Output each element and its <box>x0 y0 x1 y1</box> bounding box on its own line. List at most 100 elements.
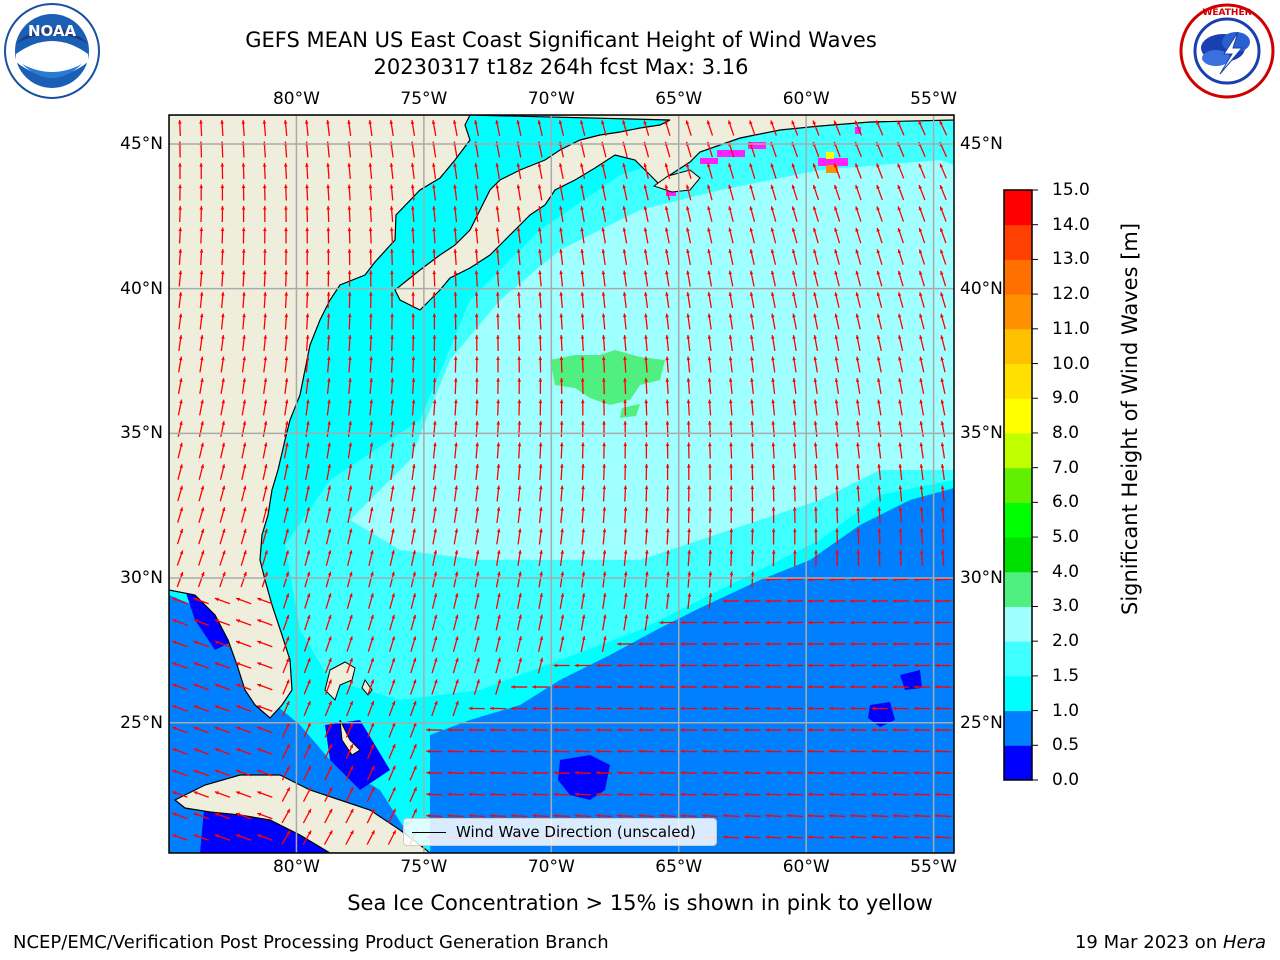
wave-arrow-head <box>623 464 628 468</box>
wave-arrow-head <box>538 421 543 425</box>
wave-arrow-head <box>495 292 500 296</box>
wave-arrow-head <box>834 356 839 361</box>
wave-arrow-head <box>765 792 770 797</box>
wave-arrow-head <box>236 619 241 623</box>
lon-label-top: 70°W <box>527 89 575 109</box>
wave-arrow-head <box>236 640 241 645</box>
wave-arrow-head <box>602 593 607 597</box>
wave-arrow-head <box>601 249 606 253</box>
wave-arrow-head <box>813 292 817 297</box>
wave-arrow-head <box>517 313 521 318</box>
wave-arrow-head <box>391 593 395 598</box>
wave-arrow-head <box>263 356 268 361</box>
wave-arrow-head <box>432 335 437 339</box>
wave-arrow-head <box>638 706 642 711</box>
wave-arrow-head <box>453 163 457 167</box>
wave-arrow-head <box>539 614 544 619</box>
wave-arrow-head <box>284 399 289 404</box>
wave-arrow-head <box>193 683 198 688</box>
wave-arrow-head <box>411 421 416 425</box>
wave-arrow-head <box>391 657 396 662</box>
wave-arrow-head <box>871 685 876 689</box>
wave-arrow-head <box>876 356 881 361</box>
wave-arrow-head <box>468 771 473 775</box>
wave-arrow-head <box>326 163 330 167</box>
wave-arrow-head <box>242 399 247 404</box>
wave-arrow-head <box>214 705 219 709</box>
wave-arrow-head <box>665 442 670 447</box>
wave-arrow-head <box>892 813 897 818</box>
wave-arrow-head <box>476 614 480 619</box>
wave-arrow-head <box>808 792 812 797</box>
wave-arrow-head <box>474 249 479 253</box>
wave-arrow-head <box>410 184 415 189</box>
wave-arrow-head <box>426 728 431 732</box>
wave-arrow-head <box>580 249 584 253</box>
wave-arrow-head <box>744 642 748 646</box>
wave-arrow-head <box>327 464 331 468</box>
wave-arrow-head <box>214 597 219 602</box>
wave-arrow-head <box>389 163 394 167</box>
wave-arrow-head <box>897 249 902 254</box>
wave-arrow-head <box>559 270 563 275</box>
wave-arrow-head <box>447 792 452 797</box>
wave-arrow-head <box>468 706 473 711</box>
wave-arrow-head <box>791 120 795 125</box>
wave-arrow-head <box>368 206 373 210</box>
wave-arrow-head <box>389 184 394 189</box>
wave-arrow-head <box>236 748 241 752</box>
wave-arrow-head <box>285 507 289 512</box>
wave-arrow-head <box>511 771 515 775</box>
wave-arrow-head <box>193 791 198 795</box>
wave-arrow-head <box>559 421 564 425</box>
wave-arrow-head <box>307 765 311 770</box>
wave-arrow-head <box>370 701 375 706</box>
wave-arrow-head <box>539 528 543 533</box>
wave-arrow-head <box>897 313 902 318</box>
wave-arrow-head <box>349 679 353 684</box>
wave-arrow-head <box>833 120 838 125</box>
wave-arrow-head <box>644 442 649 447</box>
wave-arrow-head <box>434 700 438 705</box>
wave-arrow-head <box>411 335 416 339</box>
wave-arrow-head <box>812 120 817 125</box>
wave-arrow-head <box>222 550 226 555</box>
wave-arrow-head <box>200 399 204 404</box>
wave-arrow-head <box>855 206 859 211</box>
wave-arrow-head <box>665 292 669 296</box>
wave-arrow-head <box>871 749 876 754</box>
wave-arrow-head <box>786 663 791 668</box>
wave-arrow-head <box>622 120 626 125</box>
wave-arrow-head <box>559 313 564 318</box>
wave-arrow-head <box>391 614 395 619</box>
wave-arrow-head <box>686 227 690 232</box>
wave-arrow-head <box>390 464 395 468</box>
wave-arrow-head <box>939 163 944 168</box>
wave-arrow-head <box>935 642 939 646</box>
wave-arrow-head <box>560 528 564 533</box>
wave-arrow-head <box>328 787 333 792</box>
wave-arrow-head <box>328 679 332 684</box>
wave-arrow-head <box>257 769 262 774</box>
wave-arrow-head <box>285 593 290 598</box>
wave-arrow-head <box>581 464 585 468</box>
wave-arrow-head <box>221 378 225 382</box>
wave-arrow-head <box>454 614 459 619</box>
wave-arrow-head <box>263 249 267 253</box>
wave-arrow-head <box>665 356 670 361</box>
wave-arrow-head <box>454 507 459 511</box>
wave-arrow-head <box>702 771 706 775</box>
wave-arrow-head <box>602 421 606 425</box>
wave-arrow-head <box>178 206 182 210</box>
colorbar-tick-label: 1.0 <box>1052 700 1080 721</box>
wave-arrow-head <box>723 835 727 840</box>
wave-arrow-head <box>511 685 515 689</box>
wave-arrow-head <box>214 619 219 623</box>
wave-arrow-head <box>623 442 628 447</box>
wave-arrow-head <box>453 335 458 339</box>
wave-arrow-head <box>686 421 691 425</box>
wave-arrow-head <box>602 485 607 490</box>
wave-arrow-head <box>771 378 775 382</box>
wave-arrow-head <box>835 528 839 533</box>
wave-arrow-head <box>940 399 945 404</box>
